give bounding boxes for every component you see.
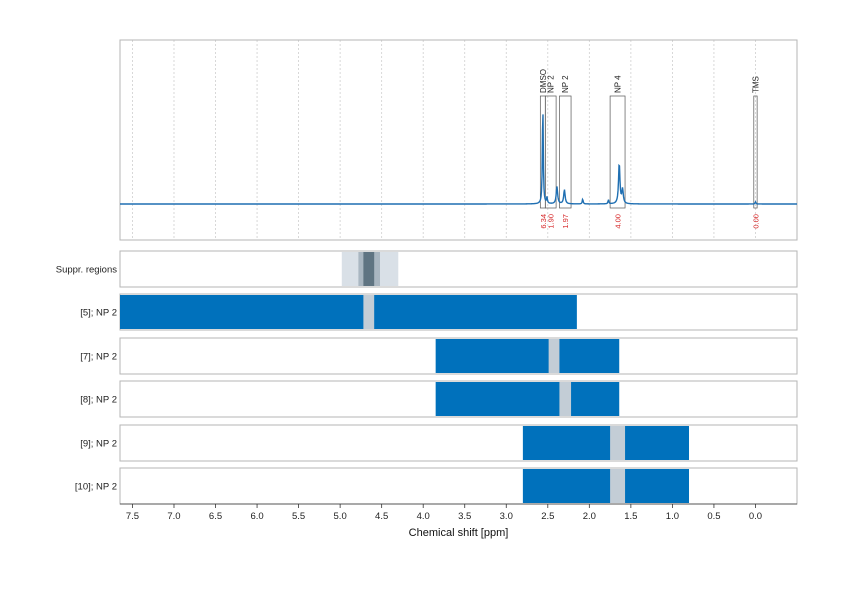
- assignment-rows: Suppr. regions [5]; NP 2 [7]; NP 2 [8]; NP …: [56, 250, 798, 505]
- suppressed-gap: [548, 339, 560, 373]
- x-tick-label: 5.0: [334, 511, 347, 522]
- row-frame: [119, 467, 798, 505]
- suppression-row-label: Suppr. regions: [56, 265, 118, 276]
- row-label: [10]; NP 2: [75, 482, 117, 493]
- row-label: [8]; NP 2: [80, 395, 117, 406]
- x-tick-label: 7.0: [167, 511, 180, 522]
- suppressed-gap: [610, 469, 626, 503]
- suppressed-gap: [363, 295, 375, 329]
- x-tick-label: 2.5: [541, 511, 554, 522]
- integral-label: 4.00: [614, 214, 623, 229]
- peak-region-box: [609, 95, 626, 209]
- x-tick-label: 3.0: [500, 511, 513, 522]
- range-bar: [522, 469, 690, 503]
- integral-label: 1.90: [547, 214, 556, 229]
- peak-region-label: NP 2: [547, 75, 556, 93]
- x-tick-label: 2.0: [583, 511, 596, 522]
- x-tick-label: 5.5: [292, 511, 305, 522]
- peak-region-label: DMSO: [539, 69, 548, 93]
- x-tick-label: 1.5: [624, 511, 637, 522]
- peak-region-label: TMS: [751, 76, 760, 93]
- peak-region-box: [544, 95, 557, 209]
- x-tick-label: 3.5: [458, 511, 471, 522]
- spectrum-frame: [119, 39, 798, 241]
- suppression-band: [363, 252, 375, 286]
- x-tick-label: 6.5: [209, 511, 222, 522]
- suppressed-gap: [610, 426, 626, 460]
- x-tick-label: 4.0: [417, 511, 430, 522]
- x-tick-label: 6.0: [250, 511, 263, 522]
- grid-lines: [132, 40, 756, 240]
- x-tick-label: 0.5: [707, 511, 720, 522]
- range-bar: [120, 295, 577, 329]
- range-bar: [435, 339, 620, 373]
- suppression-row-frame: [119, 250, 798, 288]
- row-label: [7]; NP 2: [80, 352, 117, 363]
- spectrum-panel: DMSO 6.34 NP 2 1.90 NP 2 1.97 NP 4 4.00 TMS 0.00: [119, 39, 798, 241]
- row-label: [9]; NP 2: [80, 439, 117, 450]
- peak-region-box: [753, 95, 758, 209]
- integral-label: 1.97: [561, 214, 570, 229]
- x-tick-label: 4.5: [375, 511, 388, 522]
- integral-label: 6.34: [539, 214, 548, 229]
- peak-region-label: NP 2: [561, 75, 570, 93]
- row-label: [5]; NP 2: [80, 308, 117, 319]
- range-bar: [522, 426, 690, 460]
- row-frame: [119, 424, 798, 462]
- x-axis: 7.5 7.0 6.5 6.0 5.5 5.0 4.5 4.0 3.5 3.0 2.5 2.0 1.5 1…: [120, 503, 797, 522]
- suppressed-gap: [559, 382, 572, 416]
- x-tick-label: 7.5: [126, 511, 139, 522]
- peak-region-box: [559, 95, 572, 209]
- x-tick-label: 0.0: [749, 511, 762, 522]
- peak-region-label: NP 4: [614, 75, 623, 93]
- spectrum-line: [120, 114, 797, 205]
- range-bar: [435, 382, 620, 416]
- x-axis-label: Chemical shift [ppm]: [409, 527, 509, 539]
- integral-label: 0.00: [751, 214, 760, 229]
- x-tick-label: 1.0: [666, 511, 679, 522]
